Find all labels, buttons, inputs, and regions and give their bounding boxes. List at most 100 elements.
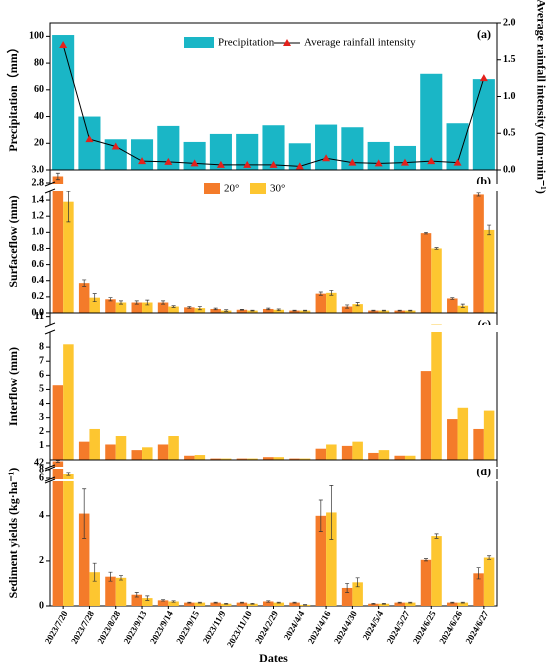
bar [262,601,274,606]
y-tick-label: 8 [39,341,44,352]
error-bar [460,303,465,308]
bar [473,194,484,313]
bar [236,602,248,606]
bar [89,572,100,606]
bar [472,79,495,170]
bar [220,310,232,313]
bar [473,428,484,460]
legend-label: Average rainfall intensity [304,37,416,49]
error-bar [66,472,71,476]
error-bar [108,297,113,302]
bar [273,602,285,606]
bar [104,139,127,170]
marker [59,41,68,49]
error-bar [303,309,308,312]
bar [352,441,363,460]
error-bar [197,601,202,604]
x-tick-label: 2024/4/30 [332,609,359,646]
x-tick-label: 2024/6/25 [411,609,438,646]
y-tick-label: 100 [29,31,44,42]
y2-tick-label: 0.5 [503,128,516,139]
y-tick-label: 4 [39,398,44,409]
bar [457,305,469,313]
error-bar [424,231,429,235]
bar [315,293,327,313]
bar [168,601,179,606]
bar [220,603,232,606]
bar [341,587,353,606]
error-bar [276,308,281,311]
error-bar [213,307,218,311]
error-bar [250,602,255,605]
error-bar [66,190,71,223]
bar [404,602,416,606]
marker [111,142,120,150]
bar [315,448,327,460]
error-bar [450,297,455,300]
marker [269,160,278,168]
x-tick-label: 2023/7/28 [69,609,96,646]
bar [404,455,416,460]
x-tick-label: 2024/6/27 [463,609,490,646]
bar [194,308,206,313]
error-bar [145,299,150,306]
error-bar [355,577,360,588]
marker [190,159,199,167]
bar [457,602,469,606]
x-tick-label: 2024/4/4 [282,609,307,642]
error-bar [55,172,60,181]
error-bar [161,599,166,602]
bar [315,124,338,170]
x-tick-label: 2024/6/26 [437,609,464,646]
y-tick-label: 3 [39,412,44,423]
y-tick-label: 4 [39,510,44,521]
y2-tick-label: 0.0 [503,164,516,175]
marker [85,135,94,143]
bar [78,283,90,313]
bar [378,310,390,313]
y-tick-label: 1.0 [32,227,45,238]
error-bar [82,488,87,539]
bar [131,594,143,606]
error-bar [197,306,202,311]
bar [299,310,311,313]
bar [236,133,259,170]
break-mark [44,464,56,472]
error-bar [460,601,465,604]
y-axis-label: Surfaceflow (mm) [6,195,20,287]
y-tick-label: 1.4 [32,194,45,205]
bar [209,133,232,170]
legend-swatch [204,183,220,194]
bar [473,573,484,606]
bar [63,344,74,460]
bar [420,73,443,170]
bar [52,176,64,313]
x-tick-label: 2024/5/27 [385,609,412,646]
axis-break [45,184,502,191]
axis-break [45,479,502,481]
marker [427,157,436,165]
bar [131,302,143,313]
legend-label: 30° [270,183,285,195]
bar [194,602,206,606]
bar [142,302,153,313]
marker [479,74,488,82]
error-bar [450,601,455,604]
error-bar [108,571,113,582]
bar [210,308,221,313]
bar [262,125,285,170]
marker [243,160,252,168]
y-tick-label: 20 [34,138,44,149]
x-tick-label: 2023/11/10 [225,609,254,650]
break-mark [44,322,56,335]
y-tick-label: 0.0 [32,307,45,318]
error-bar [329,290,334,296]
bar [447,602,458,606]
axis-break [45,325,502,332]
bar [115,577,127,606]
bar [78,116,101,170]
error-bar [381,309,386,312]
bar [168,306,179,313]
y-tick-label: 8 [39,464,44,475]
bar [273,457,285,460]
